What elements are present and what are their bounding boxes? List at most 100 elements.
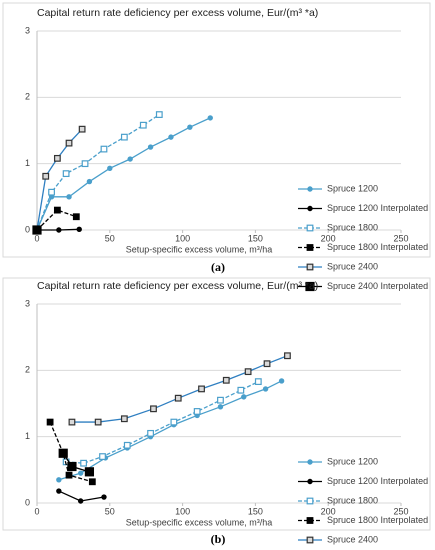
data-point [67, 461, 77, 472]
data-point [46, 418, 54, 426]
x-tick-label: 200 [321, 506, 336, 516]
chart-frame [2, 2, 431, 258]
data-point [72, 213, 80, 221]
data-point [56, 477, 62, 483]
legend-label: Spruce 2400 [327, 261, 378, 271]
x-tick-label: 0 [34, 233, 39, 243]
data-point [65, 471, 73, 479]
legend-label: Spruce 2400 [327, 534, 378, 544]
legend-marker [307, 459, 313, 465]
data-point [66, 194, 72, 200]
legend-label: Spruce 1200 [327, 183, 378, 193]
y-tick-label: 3 [25, 298, 30, 308]
data-point [262, 386, 269, 392]
data-point [48, 188, 55, 196]
x-tick-label: 150 [248, 506, 263, 516]
caption: (b) [211, 532, 226, 546]
data-point [123, 441, 131, 449]
series-line [36, 117, 211, 231]
chart-title: Capital return rate deficiency per exces… [37, 280, 318, 292]
caption: (a) [211, 260, 225, 274]
data-point [168, 134, 174, 140]
data-point [58, 448, 68, 458]
data-point [127, 156, 133, 162]
data-point [62, 170, 70, 178]
legend-label: Spruce 1800 Interpolated [327, 242, 428, 252]
y-tick-label: 1 [25, 431, 30, 441]
x-tick-label: 100 [175, 506, 190, 516]
series-line [49, 421, 93, 483]
x-tick-label: 50 [105, 506, 115, 516]
data-point [174, 394, 182, 402]
x-tick-label: 50 [105, 233, 115, 243]
data-point [263, 360, 271, 368]
data-point [86, 178, 93, 185]
y-tick-label: 3 [25, 25, 30, 35]
legend-marker [307, 205, 313, 212]
data-point [84, 467, 95, 477]
data-point [222, 376, 230, 384]
y-tick-label: 0 [25, 224, 30, 234]
data-point [150, 405, 157, 413]
data-point [120, 415, 128, 423]
y-tick-label: 2 [25, 365, 30, 375]
data-point [193, 408, 201, 415]
legend-marker [306, 263, 314, 271]
data-point [107, 165, 113, 172]
legend-label: Spruce 1200 [327, 456, 378, 466]
data-point [244, 368, 252, 376]
data-point [53, 154, 61, 162]
data-point [155, 111, 163, 118]
x-axis-label: Setup-specific excess volume, m³/ha [126, 244, 273, 254]
series-line [66, 381, 259, 464]
data-point [170, 418, 178, 426]
series-line [71, 355, 288, 423]
y-tick-label: 2 [25, 92, 30, 102]
data-point [56, 227, 62, 233]
x-tick-label: 250 [393, 233, 408, 243]
legend-label: Spruce 2400 Interpolated [327, 281, 428, 291]
legend-label: Spruce 1800 Interpolated [327, 515, 428, 525]
data-point [56, 488, 62, 494]
data-point [68, 418, 76, 426]
legend-marker [306, 224, 314, 232]
y-tick-label: 0 [25, 497, 30, 507]
data-point [77, 498, 84, 504]
data-point [217, 396, 224, 404]
data-point [254, 378, 262, 386]
data-point [147, 429, 154, 437]
data-point [198, 385, 205, 393]
data-point [284, 352, 291, 360]
legend-label: Spruce 1800 [327, 495, 378, 505]
x-tick-label: 0 [34, 506, 39, 516]
data-point [76, 226, 82, 233]
data-point [278, 378, 285, 384]
x-axis-label: Setup-specific excess volume, m³/ha [126, 517, 273, 527]
legend-marker [306, 517, 314, 524]
data-point [88, 478, 96, 486]
data-point [53, 206, 61, 214]
legend-marker [307, 478, 313, 485]
data-point [217, 404, 224, 410]
x-tick-label: 200 [321, 233, 336, 243]
legend-marker [307, 186, 313, 192]
data-point [77, 470, 84, 476]
data-point [100, 145, 108, 153]
y-tick-label: 1 [25, 158, 30, 168]
data-point [147, 144, 154, 150]
legend-marker [306, 497, 314, 505]
x-tick-label: 250 [393, 506, 408, 516]
data-point [42, 172, 50, 180]
legend-label: Spruce 1200 Interpolated [327, 203, 428, 213]
data-point [101, 494, 107, 500]
data-point [120, 133, 128, 141]
data-point [187, 124, 193, 130]
legend-marker [306, 536, 314, 544]
x-tick-label: 150 [248, 233, 263, 243]
legend-label: Spruce 1800 [327, 222, 378, 232]
x-tick-label: 100 [175, 233, 190, 243]
data-point [207, 115, 213, 121]
data-point [139, 121, 147, 129]
chart-title: Capital return rate deficiency per exces… [37, 7, 318, 19]
